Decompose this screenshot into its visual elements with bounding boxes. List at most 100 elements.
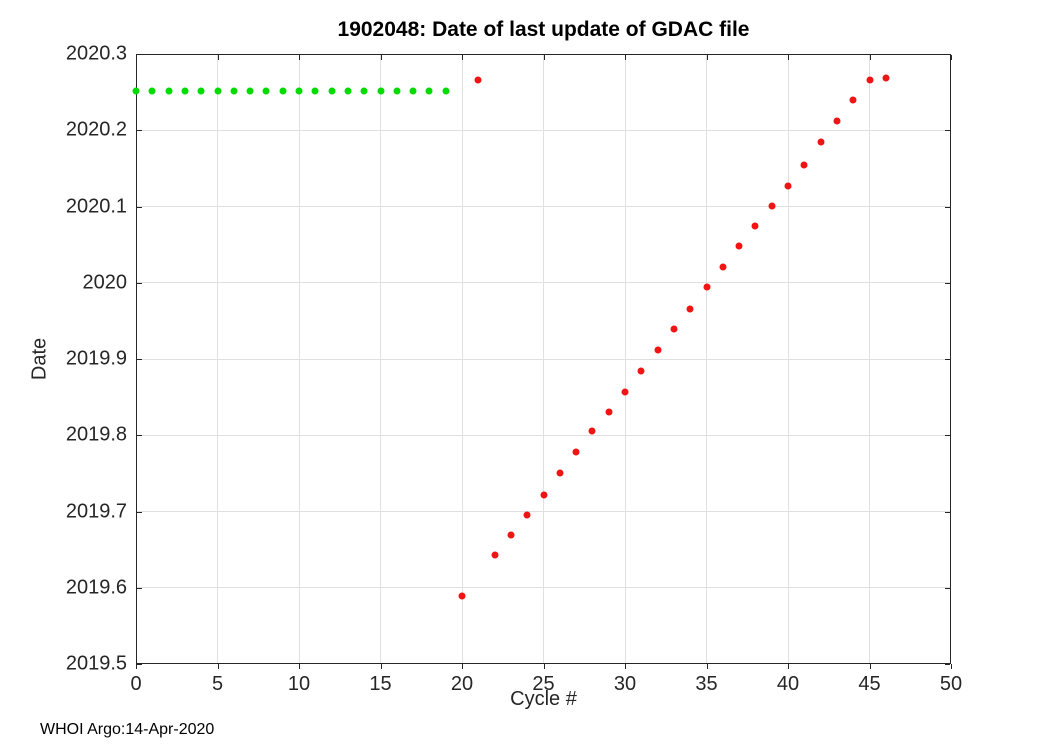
x-axis-tick-top — [869, 55, 871, 60]
data-point — [165, 87, 173, 95]
data-point — [719, 263, 727, 271]
x-axis-tick-top — [462, 55, 463, 60]
gridline-horizontal — [136, 587, 951, 589]
y-tick-label: 2020.1 — [65, 195, 127, 217]
data-point — [279, 87, 287, 95]
data-point — [882, 74, 890, 82]
x-axis-tick-top — [706, 55, 708, 60]
data-point — [833, 117, 841, 125]
y-tick-label: 2019.7 — [65, 500, 127, 522]
data-point — [654, 346, 662, 354]
data-point — [311, 87, 319, 95]
y-axis-tick — [137, 664, 142, 665]
data-point — [817, 138, 825, 146]
gridline-horizontal — [136, 511, 951, 512]
y-axis-tick-right — [945, 587, 950, 589]
data-point — [230, 87, 238, 95]
x-tick-label: 10 — [287, 673, 311, 695]
x-axis-tick — [462, 664, 463, 669]
y-tick-label: 2019.9 — [65, 347, 127, 370]
data-point — [197, 87, 205, 95]
data-point — [556, 469, 564, 477]
x-axis-tick — [299, 664, 300, 669]
y-axis-tick — [137, 587, 142, 589]
y-axis-tick — [137, 54, 142, 55]
x-axis-tick-top — [217, 55, 219, 60]
y-axis-tick — [137, 206, 142, 208]
data-point — [637, 367, 645, 375]
data-point — [295, 87, 303, 95]
data-point — [621, 388, 629, 396]
y-axis-tick-right — [945, 282, 950, 284]
x-axis-tick — [217, 664, 219, 669]
data-point — [572, 448, 580, 456]
x-axis-tick — [706, 664, 708, 669]
x-axis-tick — [951, 664, 952, 669]
y-tick-label: 2019.5 — [65, 652, 127, 675]
y-axis-tick — [137, 130, 142, 132]
data-point — [425, 87, 433, 95]
x-tick-label: 25 — [532, 673, 555, 695]
y-axis-tick — [137, 282, 142, 284]
x-tick-label: 35 — [695, 673, 718, 695]
data-point — [344, 87, 352, 95]
x-tick-label: 5 — [211, 673, 224, 695]
data-point — [246, 87, 254, 95]
x-tick-label: 15 — [369, 673, 392, 695]
data-point — [393, 87, 401, 95]
gridline-horizontal — [136, 282, 951, 284]
x-tick-label: 50 — [939, 673, 963, 695]
footer-text: WHOI Argo:14-Apr-2020 — [40, 721, 215, 738]
x-tick-label: 30 — [613, 673, 637, 695]
gridline-horizontal — [136, 434, 951, 436]
x-axis-tick-top — [380, 55, 382, 60]
x-axis-tick-top — [625, 55, 626, 60]
axes-box — [136, 54, 951, 664]
x-tick-label: 0 — [130, 673, 142, 695]
x-tick-label: 45 — [858, 673, 881, 695]
data-point — [866, 76, 873, 84]
gridline-horizontal — [136, 129, 951, 131]
data-point — [588, 427, 596, 435]
data-point — [148, 87, 156, 95]
x-axis-tick — [136, 664, 137, 669]
x-axis-tick — [543, 664, 545, 669]
x-axis-tick — [788, 664, 789, 669]
data-point — [214, 87, 221, 95]
data-point — [605, 408, 613, 416]
y-axis-tick — [137, 435, 142, 437]
y-tick-label: 2020.3 — [65, 42, 127, 65]
x-tick-label: 40 — [776, 673, 800, 695]
data-point — [686, 305, 694, 313]
y-tick-label: 2019.6 — [65, 576, 127, 599]
data-point — [409, 87, 417, 95]
data-point — [768, 202, 776, 210]
data-point — [377, 87, 384, 95]
gridline-horizontal — [136, 358, 951, 360]
y-tick-label: 2020 — [82, 271, 128, 294]
data-point — [523, 511, 531, 519]
y-axis-tick — [137, 511, 142, 513]
data-point — [442, 87, 450, 95]
y-tick-label: 2019.8 — [65, 423, 127, 446]
y-axis-tick-right — [945, 130, 950, 132]
y-tick-label: 2020.2 — [65, 118, 127, 141]
data-point — [360, 87, 368, 95]
chart-title: 1902048: Date of last update of GDAC fil… — [337, 18, 750, 41]
y-axis-tick-right — [945, 664, 950, 665]
y-axis-tick-right — [945, 511, 950, 513]
data-point — [474, 76, 482, 84]
data-point — [670, 325, 678, 333]
data-point — [703, 283, 710, 291]
data-point — [540, 491, 547, 499]
x-axis-tick-top — [788, 55, 789, 60]
data-point — [800, 161, 808, 169]
y-axis-tick — [137, 359, 142, 360]
x-tick-label: 20 — [450, 673, 474, 695]
y-axis-tick-right — [945, 54, 950, 55]
y-axis-tick-right — [945, 359, 950, 360]
data-point — [328, 87, 336, 95]
x-axis-tick — [869, 664, 871, 669]
data-point — [132, 87, 140, 95]
data-point — [751, 222, 759, 230]
